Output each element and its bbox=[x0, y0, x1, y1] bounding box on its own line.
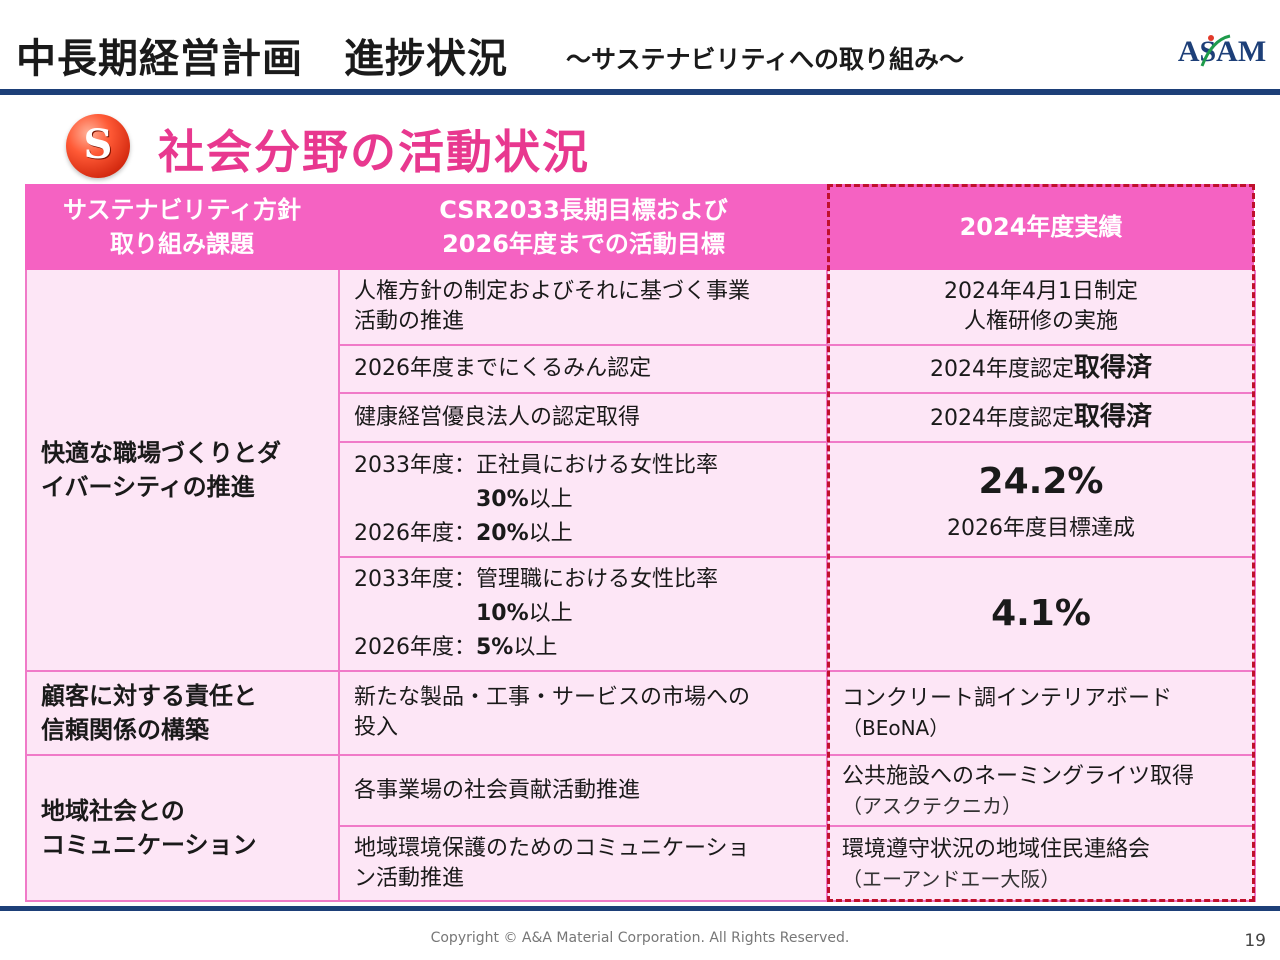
section-title: 社会分野の活動状況 bbox=[158, 125, 590, 179]
header-results-label: 2024年度実績 bbox=[959, 213, 1123, 241]
header-targets-line2: 2026年度までの活動目標 bbox=[442, 230, 725, 258]
table-row-target: 2033年度：正社員における女性比率 30%以上 2026年度：20%以上 bbox=[340, 443, 828, 558]
badge-letter: S bbox=[83, 121, 113, 168]
table-row-target: 2033年度：管理職における女性比率 10%以上 2026年度：5%以上 bbox=[340, 558, 828, 672]
table-row-target: 人権方針の制定およびそれに基づく事業 活動の推進 bbox=[340, 270, 828, 346]
table-row-result: 環境遵守状況の地域住民連絡会 （エーアンドエー大阪） bbox=[828, 827, 1256, 902]
header-policy: サステナビリティ方針 取り組み課題 bbox=[25, 184, 339, 270]
footer-rule bbox=[0, 906, 1280, 911]
header-targets-line1: CSR2033長期目標および bbox=[439, 196, 728, 224]
table-row-result: コンクリート調インテリアボード （BEoNA） bbox=[828, 672, 1256, 756]
page-title: 中長期経営計画 進捗状況 bbox=[16, 36, 508, 82]
category-customer: 顧客に対する責任と 信頼関係の構築 bbox=[25, 672, 340, 756]
copyright-text: Copyright © A&A Material Corporation. Al… bbox=[430, 930, 850, 946]
page-subtitle: ～サステナビリティへの取り組み～ bbox=[566, 45, 965, 74]
table-row-result: 公共施設へのネーミングライツ取得 （アスクテクニカ） bbox=[828, 756, 1256, 827]
category-workplace: 快適な職場づくりとダ イバーシティの推進 bbox=[25, 270, 340, 672]
header-targets: CSR2033長期目標および 2026年度までの活動目標 bbox=[339, 184, 828, 270]
table-row-result: 24.2% 2026年度目標達成 bbox=[828, 443, 1256, 558]
table-row-target: 地域環境保護のためのコミュニケーショ ン活動推進 bbox=[340, 827, 828, 902]
title-rule bbox=[0, 89, 1280, 95]
header-policy-line2: 取り組み課題 bbox=[110, 230, 254, 258]
table-row-target: 各事業場の社会貢献活動推進 bbox=[340, 756, 828, 827]
table-row-target: 健康経営優良法人の認定取得 bbox=[340, 394, 828, 443]
table-row-result: 2024年4月1日制定 人権研修の実施 bbox=[828, 270, 1256, 346]
company-logo: ASAM bbox=[1172, 30, 1272, 70]
page-number: 19 bbox=[1244, 931, 1266, 951]
header-policy-line1: サステナビリティ方針 bbox=[62, 196, 302, 224]
header-results: 2024年度実績 bbox=[828, 184, 1254, 270]
table-row-target: 新たな製品・工事・サービスの市場への 投入 bbox=[340, 672, 828, 756]
table-row-result: 2024年度認定取得済 bbox=[828, 394, 1256, 443]
category-community: 地域社会との コミュニケーション bbox=[25, 756, 340, 902]
social-badge-icon: S bbox=[66, 114, 130, 178]
table-row-target: 2026年度までにくるみん認定 bbox=[340, 346, 828, 394]
table-row-result: 4.1% bbox=[828, 558, 1256, 672]
table-row-result: 2024年度認定取得済 bbox=[828, 346, 1256, 394]
